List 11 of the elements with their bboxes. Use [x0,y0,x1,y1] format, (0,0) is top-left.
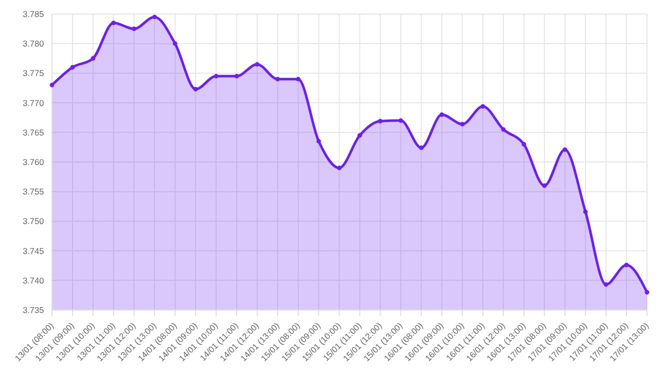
y-tick-label: 3.780 [22,38,44,49]
y-tick-label: 3.765 [22,127,44,138]
y-tick-label: 3.760 [22,157,44,168]
y-tick-label: 3.745 [22,246,44,256]
y-tick-label: 3.785 [22,9,44,20]
y-tick-label: 3.735 [22,305,44,316]
y-tick-label: 3.770 [22,98,44,108]
y-tick-label: 3.775 [22,68,44,78]
y-tick-label: 3.740 [22,275,44,286]
y-tick-label: 3.755 [22,186,44,197]
y-tick-label: 3.750 [22,216,44,226]
